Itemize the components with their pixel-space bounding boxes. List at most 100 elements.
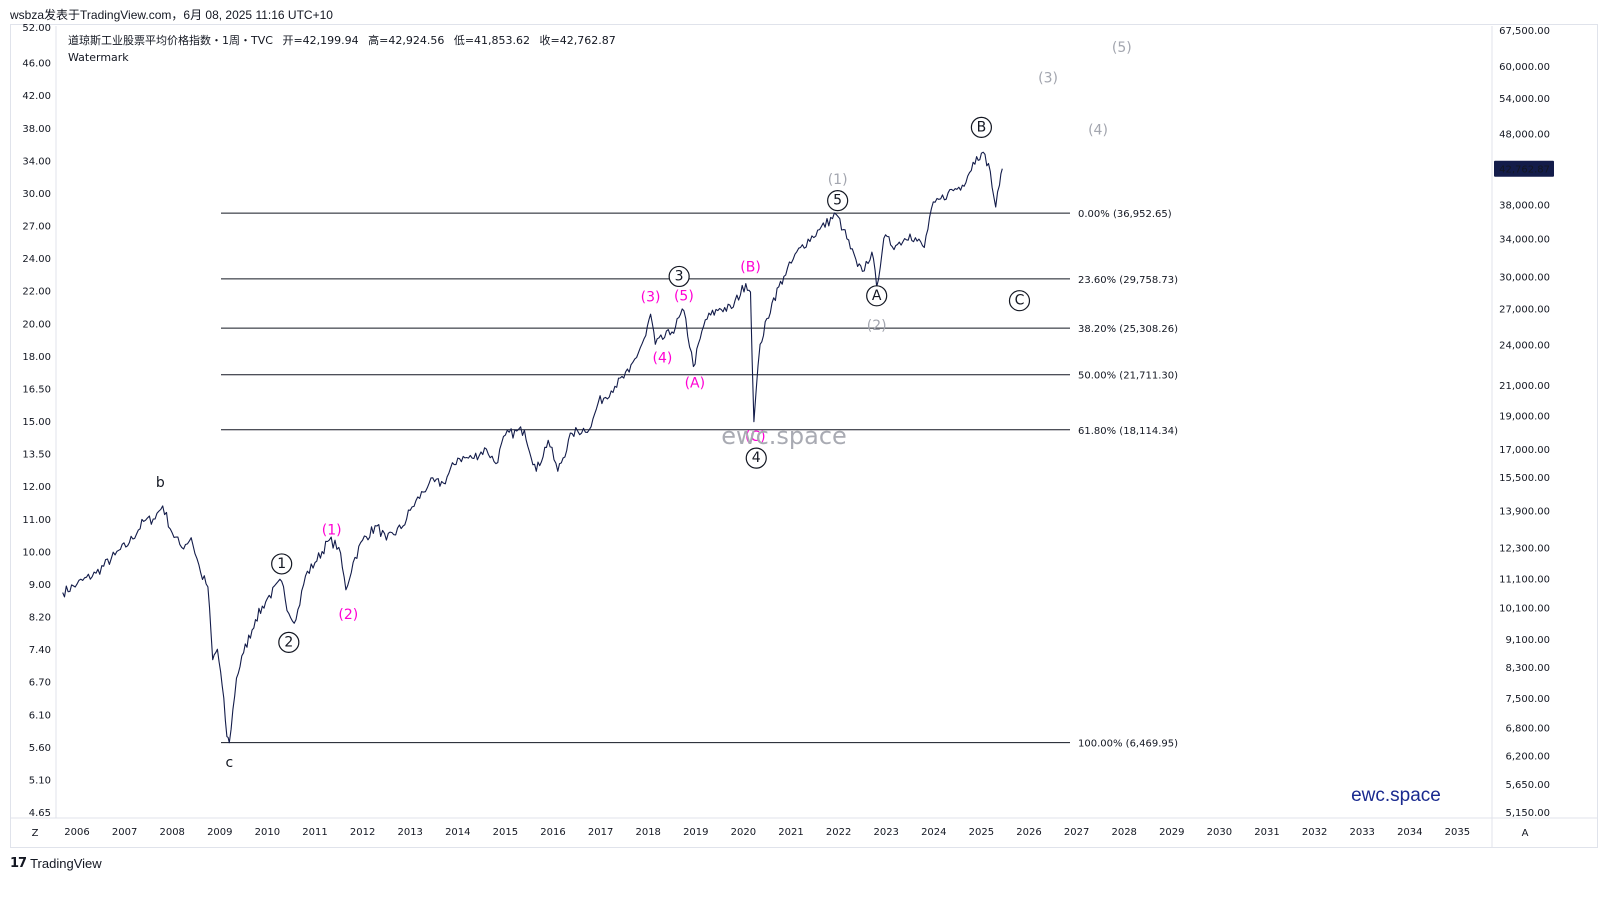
fib-label: 61.80% (18,114.34) [1078,426,1178,437]
right-price-axis[interactable]: 67,500.00 60,000.00 54,000.00 48,000.00 42,7… [1494,26,1554,819]
wave-label: (4) [653,351,673,367]
time-axis-tick: 2028 [1111,827,1136,838]
time-axis-tick: 2016 [540,827,565,838]
time-axis-tick: 2026 [1016,827,1041,838]
time-axis-tick: 2014 [445,827,470,838]
time-axis-tick: 2025 [969,827,994,838]
right-axis-tick: 67,500.00 [1499,26,1550,37]
left-axis-tick: 24.00 [22,254,51,265]
wave-label: (5) [1112,40,1132,56]
wave-circle [827,190,849,212]
right-axis-tick: 34,000.00 [1499,234,1550,245]
fibonacci-levels: 0.00% (36,952.65) 23.60% (29,758.73) 38.20… [221,209,1178,750]
time-axis-tick: 2031 [1254,827,1279,838]
wave-label: (2) [338,607,358,623]
tradingview-logo-icon: 17 [10,856,27,871]
wave-label: (3) [641,289,661,305]
wave-circle [866,285,888,307]
time-axis-tick: 2029 [1159,827,1184,838]
time-axis-tick: 2012 [350,827,375,838]
tradingview-footer[interactable]: 17 TradingView [10,856,102,871]
wave-label: (1) [828,172,848,188]
right-axis-tick: 15,500.00 [1499,473,1550,484]
legend-title: 道琼斯工业股票平均价格指数・1周・TVC [68,33,273,47]
left-axis-tick: 27.00 [22,222,51,233]
time-axis-tick: 2007 [112,827,137,838]
time-axis-tick: 2027 [1064,827,1089,838]
chart-frame [10,24,1598,848]
time-axis-tick: 2024 [921,827,946,838]
wave-label-circled: 4 [752,450,761,466]
wave-label-circled: B [977,119,987,135]
corner-watermark: ewc.space [1351,785,1441,806]
right-axis-tick: 17,000.00 [1499,445,1550,456]
wave-label: c [225,755,233,771]
right-axis-tick: 19,000.00 [1499,411,1550,422]
wave-label: (B) [740,259,761,275]
wave-label: (1) [322,523,342,539]
left-axis-tick: 30.00 [22,189,51,200]
left-axis-tick: 8.20 [29,613,51,624]
current-price-badge [1494,160,1554,177]
left-axis-tick: 12.00 [22,482,51,493]
wave-circle [1008,290,1031,312]
legend-close-value: =42,762.87 [551,34,616,47]
right-axis-tick: 38,000.00 [1499,201,1550,212]
right-axis-tick: 27,000.00 [1499,304,1550,315]
right-axis-tick: 10,100.00 [1499,603,1550,614]
left-axis-tick: 16.50 [22,384,51,395]
left-axis-tick: 34.00 [22,156,51,167]
right-axis-tick: 13,900.00 [1499,506,1550,517]
right-axis-tick: 54,000.00 [1499,94,1550,105]
left-axis-tick: 5.10 [29,775,51,786]
fib-label: 100.00% (6,469.95) [1078,739,1178,750]
left-axis-tick: 22.00 [22,287,51,298]
legend-open-label: 开 [282,34,293,47]
right-axis-tick: 9,100.00 [1505,635,1550,646]
right-axis-tick: 6,200.00 [1505,752,1550,763]
wave-circle [278,631,300,653]
time-axis-tick: 2006 [64,827,89,838]
left-axis-tick: 52.00 [22,23,51,34]
right-axis-tick: 5,150.00 [1505,808,1550,819]
time-axis-tick: 2018 [635,827,660,838]
time-axis[interactable]: 2006 2007 2008 2009 2010 2011 2012 2013 2014 2015… [32,827,1529,839]
wave-label: (3) [1038,71,1058,87]
time-axis-tick: 2017 [588,827,613,838]
left-axis-tick: 11.00 [22,515,51,526]
wave-label: (A) [685,375,706,391]
time-axis-tick: 2010 [255,827,280,838]
wave-label-circled: C [1015,293,1025,309]
fib-label: 23.60% (29,758.73) [1078,275,1178,286]
time-axis-tick: 2020 [731,827,756,838]
left-axis-tick: 10.00 [22,547,51,558]
right-axis-tick: 6,800.00 [1505,724,1550,735]
wave-labels: b c 1 2 (1) (2) (3) (5) 3 (4) (A) (B) (C) 4 (1) 5 A (2) B C… [156,40,1132,771]
left-axis-tick: 46.00 [22,59,51,70]
legend-low-label: 低 [454,34,465,47]
left-axis-tick: 13.50 [22,450,51,461]
left-price-axis[interactable]: 52.00 46.00 42.00 38.00 34.00 30.00 27.00 24.00… [22,23,51,819]
legend-open-value: =42,199.94 [293,34,358,47]
legend-high-label: 高 [368,33,379,47]
right-axis-tick: 5,650.00 [1505,780,1550,791]
left-axis-tick: 7.40 [29,645,51,656]
auto-scale-button[interactable]: A [1522,828,1529,839]
wave-circle [745,447,767,469]
price-series [62,151,1003,744]
time-axis-tick: 2034 [1397,827,1422,838]
fib-label: 38.20% (25,308.26) [1078,324,1178,335]
time-axis-tick: 2033 [1349,827,1374,838]
tradingview-brand-text: TradingView [30,856,102,871]
right-axis-tick: 24,000.00 [1499,340,1550,351]
wave-label-circled: 5 [833,193,842,209]
right-axis-tick: 8,300.00 [1505,663,1550,674]
fib-label: 50.00% (21,711.30) [1078,371,1178,382]
scale-z-button[interactable]: Z [32,828,39,839]
right-axis-tick: 21,000.00 [1499,381,1550,392]
time-axis-tick: 2013 [397,827,422,838]
wave-circle [668,265,690,288]
time-axis-tick: 2015 [493,827,518,838]
